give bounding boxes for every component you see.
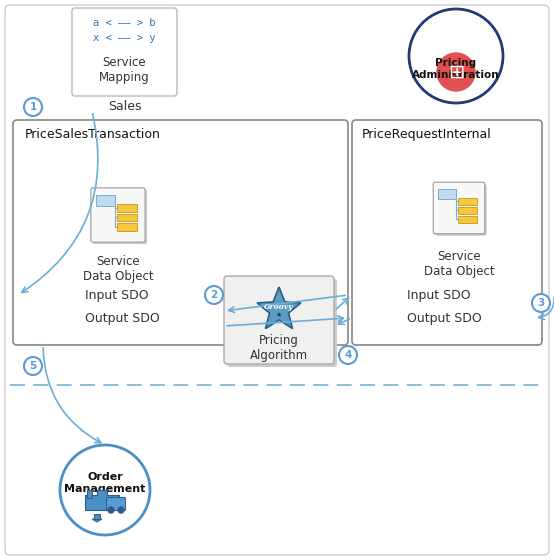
Text: 4: 4	[345, 350, 352, 360]
Polygon shape	[257, 287, 301, 329]
Text: 5: 5	[29, 361, 37, 371]
Text: Pricing
Administration: Pricing Administration	[412, 58, 500, 80]
Text: Order
Management: Order Management	[64, 472, 146, 493]
FancyBboxPatch shape	[13, 120, 348, 345]
Bar	[116, 213, 137, 221]
Bar	[94, 514, 100, 519]
Text: 3: 3	[537, 298, 545, 308]
Bar	[458, 207, 478, 214]
FancyBboxPatch shape	[227, 279, 337, 367]
Text: Service
Mapping: Service Mapping	[99, 56, 150, 84]
FancyBboxPatch shape	[72, 8, 177, 96]
FancyBboxPatch shape	[435, 184, 487, 236]
Polygon shape	[92, 519, 102, 522]
Polygon shape	[85, 490, 119, 510]
Bar	[458, 198, 478, 205]
Text: Groovy: Groovy	[264, 303, 294, 311]
Text: Service
Data Object: Service Data Object	[424, 250, 494, 278]
Bar	[458, 216, 478, 223]
FancyBboxPatch shape	[352, 120, 542, 345]
Bar	[116, 223, 137, 231]
Text: Service
Data Object: Service Data Object	[83, 255, 153, 283]
Circle shape	[60, 445, 150, 535]
Text: a < —— > b: a < —— > b	[93, 18, 156, 28]
Text: ⊞: ⊞	[448, 63, 464, 82]
Text: 2: 2	[211, 290, 218, 300]
Bar	[96, 194, 115, 206]
Text: Sales: Sales	[107, 100, 141, 113]
Circle shape	[409, 9, 503, 103]
FancyBboxPatch shape	[93, 190, 147, 244]
Circle shape	[339, 346, 357, 364]
Circle shape	[24, 357, 42, 375]
FancyBboxPatch shape	[5, 5, 549, 555]
Text: ★: ★	[276, 312, 282, 318]
Text: Input SDO: Input SDO	[407, 288, 471, 301]
Bar	[438, 189, 456, 199]
FancyBboxPatch shape	[433, 182, 485, 234]
Circle shape	[108, 507, 114, 513]
FancyBboxPatch shape	[224, 276, 334, 364]
Text: PriceSalesTransaction: PriceSalesTransaction	[25, 128, 161, 141]
Text: Output SDO: Output SDO	[407, 311, 482, 324]
FancyBboxPatch shape	[91, 188, 145, 242]
Circle shape	[205, 286, 223, 304]
Text: Pricing
Algorithm: Pricing Algorithm	[250, 334, 308, 362]
Bar	[87, 490, 92, 498]
Circle shape	[532, 294, 550, 312]
Text: Output SDO: Output SDO	[85, 311, 160, 324]
Circle shape	[118, 507, 124, 513]
Text: x < —— > y: x < —— > y	[93, 33, 156, 43]
FancyBboxPatch shape	[106, 497, 126, 511]
Circle shape	[24, 98, 42, 116]
Text: Input SDO: Input SDO	[85, 288, 148, 301]
Circle shape	[437, 53, 475, 91]
Bar	[116, 204, 137, 212]
Text: PriceRequestInternal: PriceRequestInternal	[362, 128, 492, 141]
Text: 1: 1	[29, 102, 37, 112]
